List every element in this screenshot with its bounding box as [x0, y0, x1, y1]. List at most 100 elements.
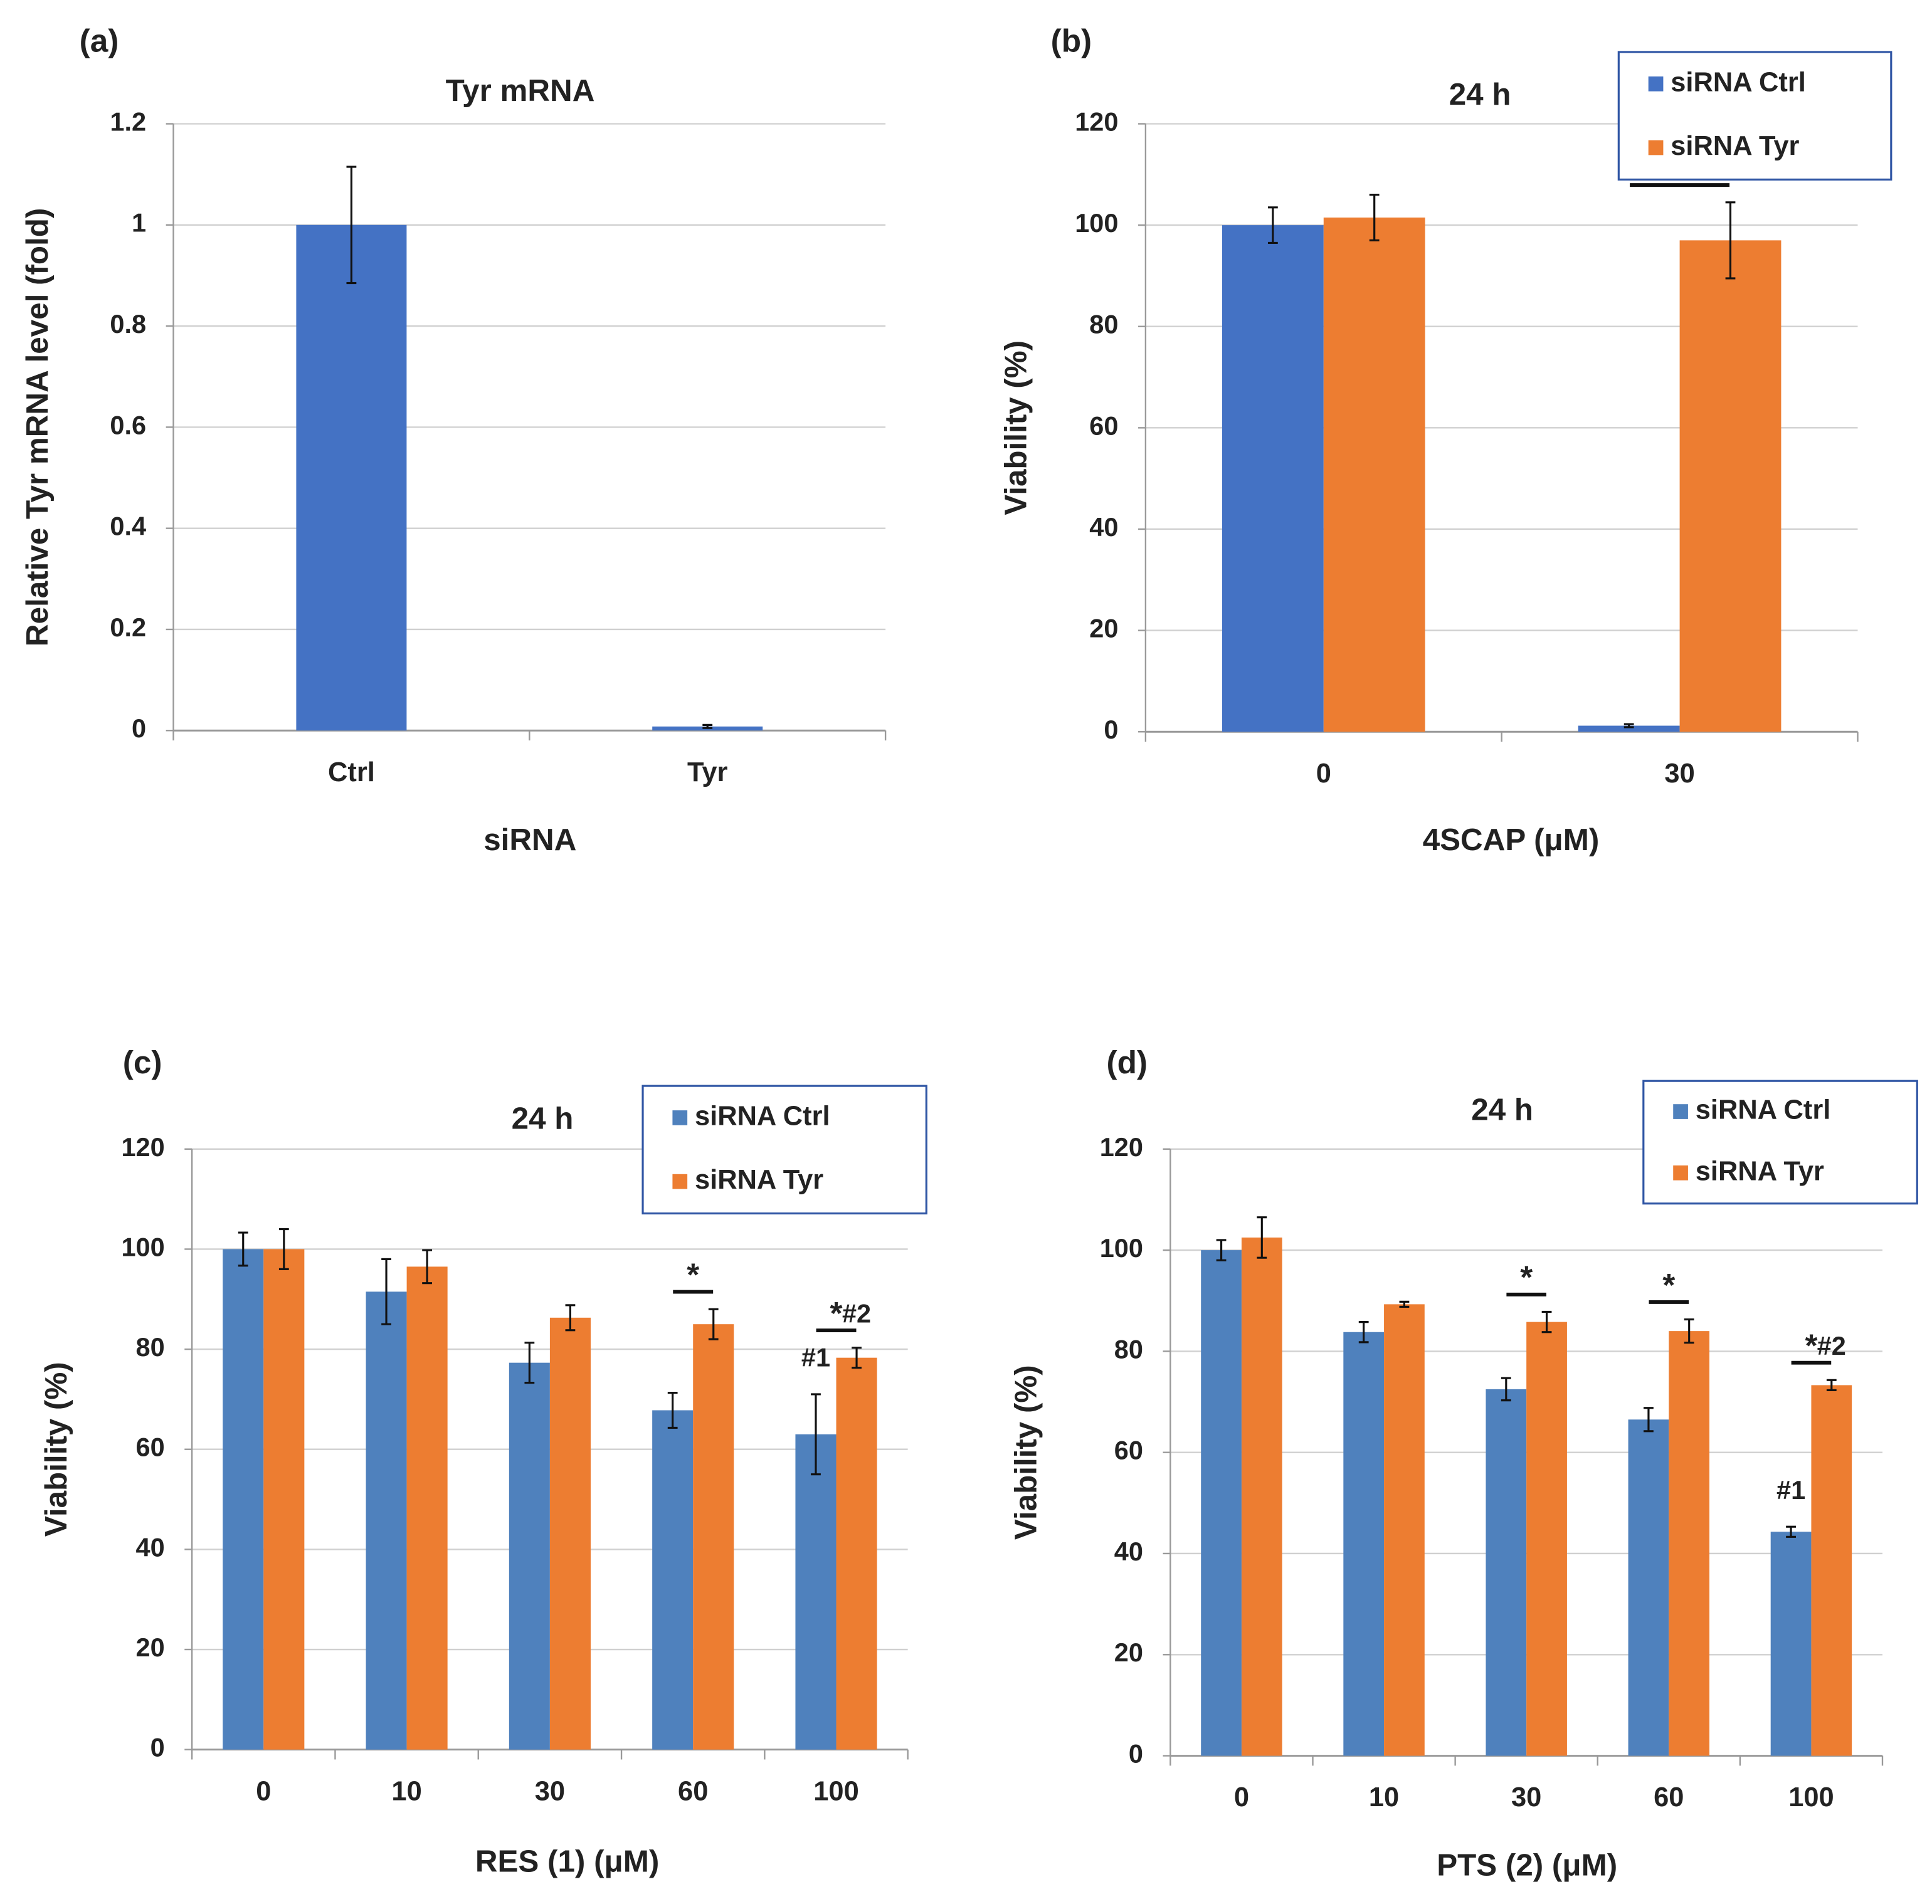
y-tick-label: 20	[1089, 614, 1118, 643]
bar	[549, 1317, 591, 1750]
legend-box	[641, 1085, 927, 1215]
y-tick-label: 0	[132, 713, 146, 743]
figure-content: (a) Tyr mRNA siRNA Relative Tyr mRNA level …	[20, 23, 1918, 1882]
panel-label: (d)	[1106, 1044, 1148, 1080]
x-tick-label: Tyr	[687, 757, 727, 787]
x-axis-title: RES (1) (μM)	[475, 1844, 659, 1878]
x-tick-label: Ctrl	[328, 757, 375, 787]
y-tick-label: 1	[132, 208, 146, 238]
bar	[1241, 1237, 1282, 1756]
x-tick-label: 60	[678, 1776, 708, 1806]
y-tick-label: 0.2	[110, 613, 146, 642]
bar	[509, 1362, 550, 1750]
x-axis-title: PTS (2) (μM)	[1437, 1848, 1617, 1882]
x-tick-label: 30	[1664, 759, 1694, 789]
bar	[1628, 1419, 1669, 1756]
legend-swatch	[1648, 140, 1664, 155]
annotation: #2	[842, 1298, 871, 1328]
bar	[652, 1410, 694, 1750]
x-tick-label: 10	[391, 1776, 421, 1806]
y-tick-label: 60	[1089, 411, 1118, 440]
annotation: #2	[1817, 1331, 1846, 1360]
y-tick-label: 1.2	[110, 107, 146, 136]
y-tick-label: 120	[121, 1132, 164, 1162]
y-tick-label: 20	[136, 1633, 165, 1662]
x-tick-label: 100	[813, 1776, 858, 1806]
panel-label: (b)	[1051, 23, 1092, 59]
y-axis-title: Viability (%)	[998, 340, 1033, 515]
bar	[1679, 240, 1782, 732]
x-tick-label: 30	[1511, 1782, 1541, 1812]
chart-title: 24 h	[1471, 1093, 1533, 1127]
legend-label: siRNA Ctrl	[1671, 67, 1806, 97]
bar	[1323, 217, 1425, 732]
y-tick-label: 0	[1104, 715, 1118, 744]
legend-label: siRNA Tyr	[695, 1165, 823, 1195]
y-tick-label: 100	[121, 1232, 164, 1261]
annotation: *	[830, 1295, 843, 1331]
legend-label: siRNA Tyr	[1671, 131, 1799, 161]
y-tick-label: 100	[1075, 208, 1118, 238]
bar	[693, 1324, 734, 1750]
x-tick-label: 0	[1234, 1782, 1249, 1812]
bar	[836, 1357, 877, 1750]
y-tick-label: 0.8	[110, 309, 146, 339]
x-axis-title: 4SCAP (μM)	[1423, 823, 1600, 857]
y-axis-title: Relative Tyr mRNA level (fold)	[20, 208, 55, 646]
y-tick-label: 0	[1129, 1739, 1143, 1769]
y-axis-title: Viability (%)	[1008, 1365, 1043, 1540]
annotation: *	[687, 1256, 699, 1292]
chart-title: 24 h	[1449, 77, 1511, 112]
y-tick-label: 120	[1100, 1132, 1143, 1162]
y-tick-label: 0.6	[110, 410, 146, 439]
annotation: #1	[801, 1343, 830, 1372]
y-tick-label: 80	[136, 1332, 165, 1362]
bar	[795, 1434, 837, 1750]
legend-swatch	[1673, 1165, 1688, 1181]
legend-box	[1642, 1080, 1918, 1205]
annotation: *	[1805, 1328, 1817, 1364]
x-tick-label: 100	[1788, 1782, 1834, 1812]
y-tick-label: 40	[136, 1532, 165, 1562]
bar	[1811, 1385, 1852, 1756]
y-tick-label: 80	[1089, 310, 1118, 339]
legend-box	[1617, 51, 1892, 181]
x-axis-title: siRNA	[483, 823, 576, 857]
bar	[1578, 725, 1680, 732]
bar	[406, 1266, 448, 1750]
y-tick-label: 100	[1100, 1233, 1143, 1263]
chart-title: 24 h	[512, 1101, 574, 1135]
y-axis-title: Viability (%)	[39, 1362, 73, 1537]
x-tick-label: 0	[256, 1776, 271, 1806]
bar	[1222, 225, 1324, 732]
bar	[1384, 1304, 1425, 1756]
legend-label: siRNA Tyr	[1696, 1156, 1824, 1186]
y-tick-label: 40	[1089, 512, 1118, 542]
y-tick-label: 80	[1114, 1334, 1143, 1364]
bar	[263, 1249, 305, 1750]
bar	[296, 224, 407, 731]
chart-title: Tyr mRNA	[446, 73, 595, 108]
bar	[1201, 1250, 1242, 1756]
legend-label: siRNA Ctrl	[1696, 1095, 1831, 1125]
panel-label: (a)	[80, 23, 119, 59]
x-tick-label: 0	[1316, 759, 1331, 789]
bar	[1770, 1532, 1812, 1756]
y-tick-label: 60	[1114, 1436, 1143, 1465]
legend-swatch	[1648, 76, 1664, 92]
bar	[1343, 1332, 1385, 1756]
legend-label: siRNA Ctrl	[695, 1101, 830, 1131]
bar	[223, 1249, 264, 1750]
y-tick-label: 120	[1075, 107, 1118, 136]
y-tick-label: 60	[136, 1433, 165, 1462]
annotation: *	[1520, 1260, 1533, 1295]
annotation: *	[1662, 1267, 1675, 1303]
x-tick-label: 10	[1369, 1782, 1399, 1812]
annotation: #1	[1776, 1475, 1805, 1505]
y-tick-label: 0.4	[110, 512, 146, 541]
x-tick-label: 60	[1654, 1782, 1684, 1812]
bar	[1526, 1322, 1567, 1756]
bar	[366, 1291, 407, 1750]
